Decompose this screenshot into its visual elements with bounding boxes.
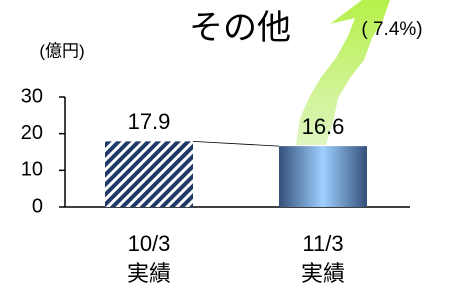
bar [105,141,193,207]
x-tick-label: 10/3 [128,231,171,256]
annotation: ( 7.4%) [361,19,422,40]
connector-line [193,141,279,146]
chart: その他 ( 7.4%) (億円) 0 10 20 30 17.9 10/3 実績 16.6 11… [0,0,450,292]
y-tick-label: 0 [32,195,43,217]
y-tick-label: 30 [21,85,43,107]
x-tick-label: 実績 [127,261,171,286]
y-tick-label: 10 [21,159,43,181]
bar [279,146,367,207]
x-tick-label: 実績 [301,261,345,286]
chart-title: その他 [189,9,291,47]
y-tick-label: 20 [21,122,43,144]
x-tick-label: 11/3 [302,231,343,256]
unit-label: (億円) [39,41,84,60]
value-label: 17.9 [128,109,171,134]
value-label: 16.6 [302,114,345,139]
